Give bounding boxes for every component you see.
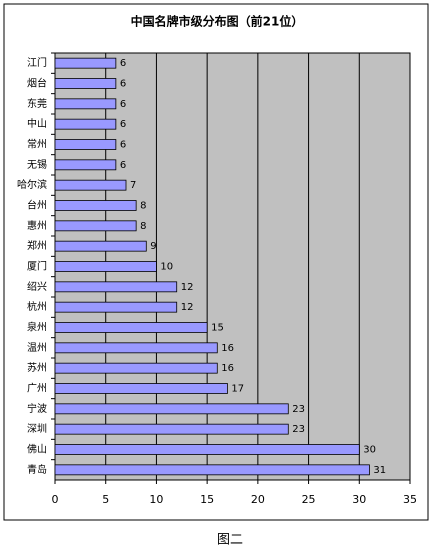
bar xyxy=(54,281,178,293)
value-label: 30 xyxy=(363,445,376,456)
bar xyxy=(54,220,137,232)
bar xyxy=(54,362,218,374)
x-tick-label: 20 xyxy=(251,493,265,506)
y-tick-label: 郑州 xyxy=(27,239,47,252)
value-label: 8 xyxy=(140,221,146,232)
y-tick-label: 广州 xyxy=(27,383,47,395)
bar xyxy=(54,78,117,89)
bar xyxy=(54,240,147,252)
y-tick-label: 烟台 xyxy=(27,77,47,90)
bar xyxy=(54,403,289,415)
value-label: 23 xyxy=(292,424,305,435)
y-tick-label: 江门 xyxy=(27,56,47,69)
bar xyxy=(54,322,208,333)
x-tick-label: 30 xyxy=(352,493,366,506)
value-label: 23 xyxy=(292,404,305,415)
value-label: 16 xyxy=(221,343,234,354)
y-tick-label: 常州 xyxy=(27,138,47,151)
value-label: 6 xyxy=(120,79,126,90)
y-tick-label: 苏州 xyxy=(27,361,47,374)
x-tick-label: 5 xyxy=(102,493,109,506)
bar xyxy=(54,200,137,211)
value-label: 31 xyxy=(373,465,386,476)
x-tick-label: 15 xyxy=(200,493,214,506)
value-label: 15 xyxy=(211,323,224,334)
value-label: 6 xyxy=(120,160,126,171)
bar xyxy=(54,57,117,69)
bar xyxy=(54,383,228,394)
bar xyxy=(54,118,117,130)
value-label: 8 xyxy=(140,201,146,212)
y-tick-label: 宁波 xyxy=(27,402,47,415)
y-tick-label: 东莞 xyxy=(27,97,47,110)
y-tick-label: 无锡 xyxy=(27,158,47,171)
value-label: 16 xyxy=(221,363,234,374)
bar xyxy=(54,464,370,476)
y-tick-label: 中山 xyxy=(27,117,47,130)
y-tick-label: 台州 xyxy=(27,199,47,212)
bar xyxy=(54,98,117,110)
bar xyxy=(54,179,127,191)
value-label: 9 xyxy=(150,241,156,252)
y-tick-label: 深圳 xyxy=(27,423,47,435)
y-tick-label: 杭州 xyxy=(27,300,47,313)
value-label: 12 xyxy=(181,302,194,313)
x-tick-label: 0 xyxy=(52,493,59,506)
caption: 图二 xyxy=(217,533,243,548)
y-tick-label: 厦门 xyxy=(27,260,47,273)
y-tick-label: 温州 xyxy=(27,342,47,354)
x-tick-label: 10 xyxy=(149,493,163,506)
value-label: 6 xyxy=(120,119,126,130)
bar xyxy=(54,444,360,455)
chart-title: 中国名牌市级分布图（前21位） xyxy=(131,14,304,29)
y-tick-label: 绍兴 xyxy=(27,280,47,293)
value-label: 17 xyxy=(231,384,244,395)
bar xyxy=(54,139,117,150)
bar xyxy=(54,423,289,435)
value-label: 12 xyxy=(181,282,194,293)
bar xyxy=(54,342,218,354)
value-label: 10 xyxy=(160,262,173,273)
y-tick-label: 泉州 xyxy=(27,321,47,334)
y-tick-label: 青岛 xyxy=(27,463,47,476)
x-tick-label: 25 xyxy=(302,493,316,506)
y-tick-label: 哈尔滨 xyxy=(17,178,47,191)
x-tick-label: 35 xyxy=(403,493,417,506)
y-tick-label: 佛山 xyxy=(27,443,47,456)
bar xyxy=(54,261,157,272)
value-label: 7 xyxy=(130,180,136,191)
value-label: 6 xyxy=(120,140,126,151)
bar xyxy=(54,159,117,171)
bar xyxy=(54,301,178,313)
value-label: 6 xyxy=(120,58,126,69)
value-label: 6 xyxy=(120,99,126,110)
y-tick-label: 惠州 xyxy=(27,219,47,232)
